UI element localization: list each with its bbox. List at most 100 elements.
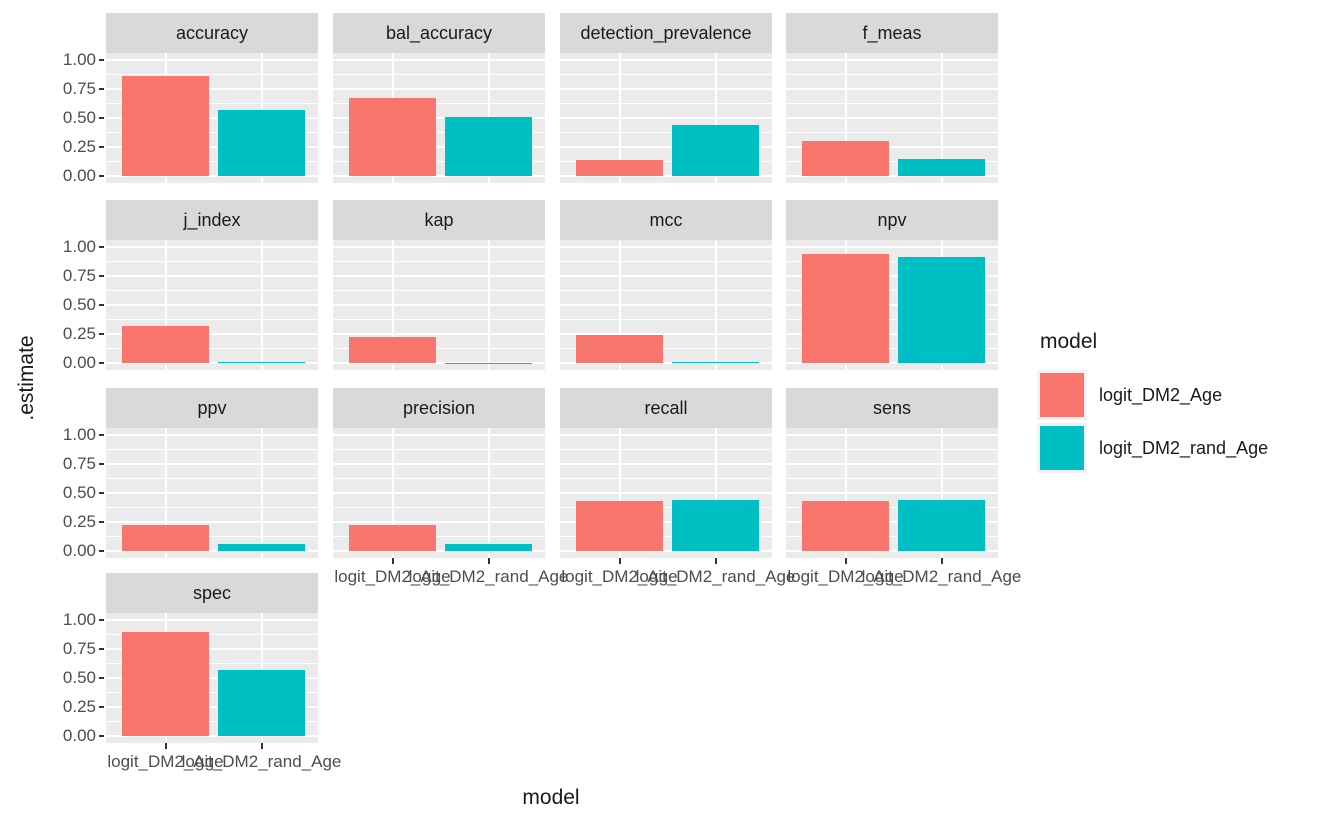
y-axis-tick-label: 0.75 <box>62 79 96 98</box>
gridline-minor <box>333 161 545 162</box>
gridline-minor <box>560 348 772 349</box>
y-axis-tick <box>99 362 104 364</box>
gridline-minor <box>333 74 545 75</box>
gridline-major <box>106 88 318 90</box>
bar-logit_DM2_rand_Age <box>218 109 305 176</box>
gridline-vertical <box>260 428 263 558</box>
gridline-major <box>786 175 998 177</box>
gridline-major <box>560 246 772 248</box>
y-axis-tick <box>99 146 104 148</box>
x-axis-tick <box>487 558 490 564</box>
bar-logit_DM2_rand_Age <box>218 544 305 551</box>
bar-logit_DM2_Age <box>122 525 209 551</box>
gridline-major <box>106 362 318 364</box>
facet-panel <box>560 240 772 370</box>
facet-strip-label: kap <box>333 200 545 240</box>
y-axis-tick <box>99 521 104 523</box>
gridline-major <box>333 304 545 306</box>
gridline-major <box>106 275 318 277</box>
y-axis-tick <box>99 735 104 737</box>
facet-panel <box>786 428 998 558</box>
gridline-minor <box>106 478 318 479</box>
y-axis-tick <box>99 434 104 436</box>
gridline-vertical <box>714 53 717 183</box>
gridline-major <box>560 88 772 90</box>
x-axis-title: model <box>522 786 580 809</box>
y-axis-tick-label: 0.00 <box>62 166 96 185</box>
y-axis-tick <box>99 275 104 277</box>
y-axis-tick <box>99 59 104 61</box>
gridline-major <box>560 275 772 277</box>
gridline-major <box>333 333 545 335</box>
gridline-minor <box>786 261 998 262</box>
gridline-major <box>560 333 772 335</box>
gridline-major <box>333 463 545 465</box>
x-axis-tick-label: logit_DM2_Age <box>334 567 451 586</box>
bar-logit_DM2_rand_Age <box>898 257 985 363</box>
gridline-major <box>106 735 318 737</box>
x-axis-tick-label: logit_DM2_rand_Age <box>181 752 342 771</box>
gridline-major <box>106 175 318 177</box>
gridline-major <box>560 492 772 494</box>
gridline-major <box>333 434 545 436</box>
gridline-minor <box>333 478 545 479</box>
gridline-major <box>560 146 772 148</box>
gridline-major <box>786 117 998 119</box>
y-axis-title: .estimate <box>15 335 38 421</box>
gridline-minor <box>560 161 772 162</box>
gridline-major <box>106 333 318 335</box>
facet-strip-label: f_meas <box>786 13 998 53</box>
gridline-minor <box>786 507 998 508</box>
y-axis-tick-label: 0.25 <box>62 324 96 343</box>
legend-title: model <box>1040 330 1098 353</box>
gridline-major <box>560 175 772 177</box>
facet-strip-label: npv <box>786 200 998 240</box>
gridline-major <box>560 550 772 552</box>
gridline-vertical <box>391 240 394 370</box>
bar-logit_DM2_Age <box>349 98 436 176</box>
legend-key-swatch <box>1040 373 1084 417</box>
gridline-minor <box>333 449 545 450</box>
gridline-minor <box>106 634 318 635</box>
gridline-vertical <box>618 240 621 370</box>
gridline-major <box>106 304 318 306</box>
y-axis-tick-label: 0.00 <box>62 726 96 745</box>
bar-logit_DM2_Age <box>576 159 663 176</box>
gridline-minor <box>786 161 998 162</box>
y-axis-tick <box>99 648 104 650</box>
gridline-major <box>333 117 545 119</box>
gridline-minor <box>560 449 772 450</box>
gridline-major <box>333 88 545 90</box>
x-axis-tick <box>714 558 717 564</box>
gridline-minor <box>786 290 998 291</box>
bar-logit_DM2_Age <box>802 141 889 176</box>
x-axis-tick-label: logit_DM2_rand_Age <box>861 567 1022 586</box>
gridline-major <box>786 88 998 90</box>
gridline-minor <box>106 103 318 104</box>
facet-strip-label: bal_accuracy <box>333 13 545 53</box>
facet-strip-label: spec <box>106 573 318 613</box>
x-axis-tick <box>940 558 943 564</box>
gridline-minor <box>333 132 545 133</box>
gridline-major <box>106 677 318 679</box>
gridline-major <box>333 521 545 523</box>
gridline-major <box>786 550 998 552</box>
y-axis-tick <box>99 246 104 248</box>
x-axis-tick <box>260 743 263 749</box>
gridline-minor <box>560 478 772 479</box>
x-axis-tick <box>618 558 621 564</box>
legend: model logit_DM2_Age logit_DM2_rand_Age <box>1040 330 1268 476</box>
facet-panel <box>106 53 318 183</box>
gridline-minor <box>106 348 318 349</box>
y-axis-tick <box>99 304 104 306</box>
gridline-major <box>106 463 318 465</box>
facet-strip-label: detection_prevalence <box>560 13 772 53</box>
y-axis-tick-label: 0.50 <box>62 295 96 314</box>
gridline-major <box>106 706 318 708</box>
bar-logit_DM2_Age <box>576 335 663 363</box>
gridline-minor <box>106 663 318 664</box>
gridline-major <box>786 59 998 61</box>
bar-logit_DM2_Age <box>349 337 436 363</box>
bar-logit_DM2_Age <box>802 253 889 363</box>
